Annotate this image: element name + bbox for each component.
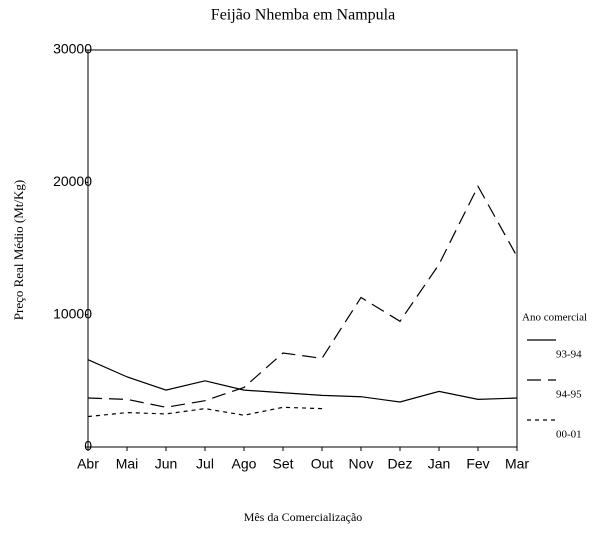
legend-label: 94-95 [556, 389, 582, 401]
legend-title: Ano comercial [522, 312, 587, 324]
x-tick-label: Dez [388, 456, 413, 472]
x-tick-label: Out [311, 456, 334, 472]
series-line [87, 359, 518, 403]
x-tick-label: Nov [349, 456, 374, 472]
y-tick-label: 10000 [53, 305, 92, 321]
chart-title: Feijão Nhemba em Nampula [211, 7, 395, 24]
x-tick-label: Jan [428, 456, 451, 472]
x-tick-label: Jun [155, 456, 178, 472]
series-line [87, 185, 518, 408]
x-tick-label: Jul [196, 456, 214, 472]
y-tick-label: 20000 [53, 173, 92, 189]
x-tick-label: Mai [116, 456, 139, 472]
x-axis-title: Mês da Comercialização [244, 510, 363, 524]
y-tick-label: 0 [84, 438, 92, 454]
x-tick-label: Mar [505, 456, 529, 472]
series-line [87, 406, 323, 418]
y-axis-title: Preço Real Médio (Mt/Kg) [11, 180, 26, 320]
x-tick-label: Abr [77, 456, 99, 472]
x-tick-label: Fev [466, 456, 489, 472]
y-tick-label: 30000 [53, 41, 92, 57]
x-tick-label: Ago [232, 456, 257, 472]
plot-frame [87, 49, 518, 448]
legend-label: 00-01 [556, 429, 582, 441]
legend-label: 93-94 [556, 349, 582, 361]
x-tick-label: Set [272, 456, 293, 472]
